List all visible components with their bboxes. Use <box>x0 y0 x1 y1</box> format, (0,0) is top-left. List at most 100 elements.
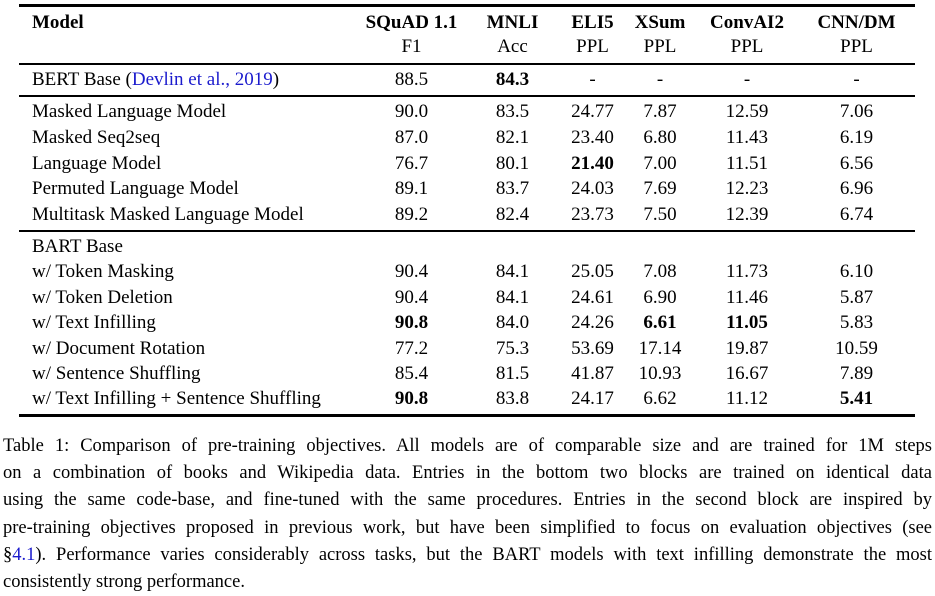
value-cell: 24.77 <box>571 101 614 122</box>
column-header-metric: Acc <box>497 36 528 57</box>
value-cell: 41.87 <box>571 363 614 385</box>
value-cell: 75.3 <box>495 337 530 359</box>
value-cell: 89.2 <box>394 204 429 226</box>
value-cell: 84.3 <box>495 69 530 90</box>
model-cell: w/ Text Infilling + Sentence Shuffling <box>32 388 321 410</box>
table-header: Model SQuAD 1.1 MNLI ELI5 XSum ConvAI2 CNN/DM… <box>19 6 915 64</box>
model-cell: BART Base <box>32 235 123 257</box>
table-row: Masked Seq2seq 87.0 82.1 23.40 6.80 11.43 6.19 <box>19 125 915 151</box>
column-header-metric: PPL <box>840 36 873 57</box>
value-cell: 80.1 <box>495 152 530 174</box>
value-cell: 11.43 <box>725 126 769 148</box>
value-cell <box>798 231 915 259</box>
table-row: Multitask Masked Language Model 89.2 82.4 2… <box>19 202 915 231</box>
table-row: Language Model 76.7 80.1 21.40 7.00 11.51 6.56 <box>19 151 915 177</box>
column-header-model: Model <box>32 12 84 33</box>
table-group-bart-base: BART Base w/ Token Masking 90.4 84.1 25.05 7.… <box>19 231 915 415</box>
table-row: w/ Text Infilling + Sentence Shuffling 90… <box>19 386 915 415</box>
value-cell: 6.96 <box>839 178 874 200</box>
value-cell: 11.46 <box>725 286 769 308</box>
value-cell: 6.90 <box>643 286 677 308</box>
caption-line: Table 1: Comparison of pre-training obje… <box>3 433 932 460</box>
value-cell <box>624 231 696 259</box>
value-cell: 90.0 <box>394 101 429 122</box>
value-cell: 7.08 <box>643 261 677 283</box>
value-cell: 84.1 <box>495 286 530 308</box>
caption-line: consistently strong performance. <box>3 569 932 596</box>
model-cell: Masked Seq2seq <box>32 126 161 148</box>
model-cell: w/ Text Infilling <box>32 312 156 334</box>
column-header-task: ELI5 <box>571 12 614 33</box>
table-row: BART Base <box>19 231 915 259</box>
value-cell: 24.26 <box>571 312 614 334</box>
column-header-metric: PPL <box>576 36 609 57</box>
caption-text: ). Performance varies considerably acros… <box>35 544 932 565</box>
column-header-task: MNLI <box>486 12 539 33</box>
caption-text: using the same code-base, and fine-tuned… <box>3 490 932 511</box>
table-row: BERT Base (Devlin et al., 2019) 88.5 84.3 -… <box>19 64 915 96</box>
value-cell: 7.06 <box>839 101 874 122</box>
value-cell: 11.12 <box>725 388 769 410</box>
table-row: w/ Sentence Shuffling 85.4 81.5 41.87 10.93 1… <box>19 361 915 386</box>
value-cell <box>696 231 798 259</box>
value-cell: - <box>743 69 751 90</box>
table-caption: Table 1: Comparison of pre-training obje… <box>3 433 932 596</box>
value-cell: 11.05 <box>726 312 768 334</box>
value-cell: 6.61 <box>643 312 677 334</box>
section-ref-link[interactable]: 4.1 <box>12 544 36 565</box>
value-cell: 82.1 <box>495 126 530 148</box>
value-cell: 12.59 <box>725 101 769 122</box>
model-cell: w/ Token Masking <box>32 261 174 283</box>
value-cell: 12.23 <box>725 178 769 200</box>
value-cell: - <box>853 69 860 90</box>
caption-text: pre-training objectives proposed in prev… <box>3 517 932 538</box>
column-header-metric: F1 <box>401 36 422 57</box>
value-cell: 84.0 <box>495 312 530 334</box>
value-cell: 89.1 <box>394 178 429 200</box>
value-cell: 5.83 <box>839 312 874 334</box>
value-cell: 87.0 <box>394 126 429 148</box>
value-cell: 85.4 <box>394 363 429 385</box>
value-cell: 7.00 <box>643 152 677 174</box>
table-row: w/ Text Infilling 90.8 84.0 24.26 6.61 11.05 5… <box>19 310 915 335</box>
value-cell: 5.41 <box>839 388 874 410</box>
value-cell: 6.62 <box>643 388 677 410</box>
model-cell: Permuted Language Model <box>32 178 239 200</box>
pretraining-objectives-table: Model SQuAD 1.1 MNLI ELI5 XSum ConvAI2 CNN/DM… <box>19 4 915 417</box>
value-cell: 7.69 <box>643 178 677 200</box>
value-cell: - <box>656 69 664 90</box>
caption-text: consistently strong performance. <box>3 571 245 592</box>
caption-line: §4.1). Performance varies considerably a… <box>3 542 932 569</box>
model-cell: w/ Sentence Shuffling <box>32 363 201 385</box>
table-row: Permuted Language Model 89.1 83.7 24.03 7.69… <box>19 176 915 202</box>
value-cell: 83.8 <box>495 388 530 410</box>
value-cell: 24.03 <box>571 178 614 200</box>
model-cell: Multitask Masked Language Model <box>32 204 304 226</box>
value-cell: 6.19 <box>839 126 874 148</box>
value-cell: 21.40 <box>571 152 614 174</box>
value-cell: 23.40 <box>571 126 614 148</box>
value-cell: 83.5 <box>495 101 530 122</box>
caption-text: Table 1: Comparison of pre-training obje… <box>3 436 932 456</box>
value-cell: 6.56 <box>839 152 874 174</box>
value-cell: 81.5 <box>495 363 530 385</box>
caption-line: using the same code-base, and fine-tuned… <box>3 487 932 514</box>
value-cell: 83.7 <box>495 178 530 200</box>
value-cell: 17.14 <box>638 337 682 359</box>
value-cell: 76.7 <box>394 152 429 174</box>
column-header-task: CNN/DM <box>817 12 896 33</box>
value-cell: 10.93 <box>638 363 682 385</box>
value-cell: 90.8 <box>394 388 429 410</box>
value-cell <box>561 231 624 259</box>
value-cell: 6.10 <box>839 261 874 283</box>
citation-link[interactable]: Devlin et al., 2019 <box>131 69 273 90</box>
table-group-bert-baseline: BERT Base (Devlin et al., 2019) 88.5 84.3 -… <box>19 64 915 96</box>
value-cell: 88.5 <box>394 69 429 90</box>
caption-text: on a combination of books and Wikipedia … <box>3 463 932 484</box>
value-cell: 90.8 <box>394 312 429 334</box>
model-label-text: BERT Base ( <box>32 69 132 90</box>
model-label-text: ) <box>272 69 280 90</box>
value-cell <box>464 231 561 259</box>
value-cell: - <box>589 69 596 90</box>
